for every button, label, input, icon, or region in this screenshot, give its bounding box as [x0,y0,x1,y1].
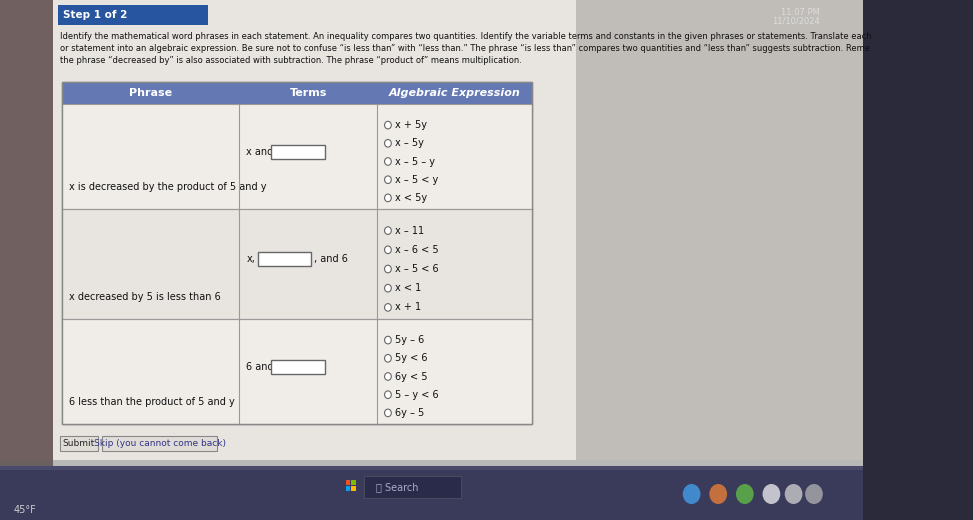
Bar [239,209,377,319]
Circle shape [384,121,391,129]
Bar [271,145,325,159]
Circle shape [805,484,823,504]
Text: x – 6 < 5: x – 6 < 5 [395,245,438,255]
Circle shape [384,284,391,292]
Circle shape [683,484,701,504]
Text: the phrase “decreased by” is also associated with subtraction. The phrase “produ: the phrase “decreased by” is also associ… [60,56,523,65]
Circle shape [384,265,391,273]
Text: 🔍 Search: 🔍 Search [376,482,418,492]
Text: 6 less than the product of 5 and y: 6 less than the product of 5 and y [69,397,234,407]
Text: 5y – 6: 5y – 6 [395,335,424,345]
Bar [351,486,355,491]
Bar [377,104,532,209]
Text: Submit: Submit [63,439,95,448]
Bar [0,466,863,470]
Circle shape [384,158,391,165]
Circle shape [384,176,391,184]
Text: Terms: Terms [289,88,327,98]
Circle shape [384,227,391,235]
Bar [0,0,54,520]
Bar [54,0,576,460]
Text: Identify the mathematical word phrases in each statement. An inequality compares: Identify the mathematical word phrases i… [60,32,872,41]
Bar [62,104,239,209]
Text: Skip (you cannot come back): Skip (you cannot come back) [93,439,226,448]
Text: x,: x, [246,254,255,264]
Text: 11:07 PM: 11:07 PM [781,8,820,17]
Bar [364,476,461,498]
Circle shape [384,304,391,311]
Bar [62,209,239,319]
Circle shape [384,373,391,380]
Circle shape [384,246,391,254]
Text: x + 5y: x + 5y [395,120,426,130]
Text: x is decreased by the product of 5 and y: x is decreased by the product of 5 and y [69,182,267,192]
Text: x – 5 < y: x – 5 < y [395,175,438,185]
Text: x decreased by 5 is less than 6: x decreased by 5 is less than 6 [69,292,221,302]
Circle shape [384,355,391,362]
Bar [0,0,54,460]
Bar [239,104,377,209]
Bar [57,5,208,25]
Bar [62,82,532,104]
Bar [345,486,350,491]
Circle shape [384,336,391,344]
Text: 45°F: 45°F [14,505,36,515]
Text: x and: x and [246,147,273,157]
Bar [62,82,532,424]
Text: x < 5y: x < 5y [395,193,427,203]
Text: x – 5y: x – 5y [395,138,423,148]
Bar [377,209,532,319]
Text: 11/10/2024: 11/10/2024 [773,16,820,25]
Circle shape [709,484,727,504]
Text: , and 6: , and 6 [314,254,347,264]
Text: x – 11: x – 11 [395,226,423,236]
Circle shape [384,409,391,417]
Text: x + 1: x + 1 [395,303,420,313]
Text: 6y < 5: 6y < 5 [395,371,427,382]
Text: 6 and: 6 and [246,361,274,371]
Text: x – 5 < 6: x – 5 < 6 [395,264,438,274]
Bar [271,359,325,373]
Circle shape [763,484,780,504]
Text: Step 1 of 2: Step 1 of 2 [63,10,127,20]
Text: 5y < 6: 5y < 6 [395,353,427,363]
Circle shape [736,484,754,504]
Bar [102,436,217,451]
Bar [576,0,863,460]
Circle shape [384,194,391,202]
Bar [377,319,532,424]
Circle shape [384,139,391,147]
Bar [60,436,97,451]
Bar [351,480,355,485]
Text: x < 1: x < 1 [395,283,421,293]
Bar [62,82,532,424]
Text: Phrase: Phrase [129,88,172,98]
Bar [0,466,863,520]
Text: or statement into an algebraic expression. Be sure not to confuse “is less than”: or statement into an algebraic expressio… [60,44,870,53]
Text: x – 5 – y: x – 5 – y [395,157,435,166]
Text: 5 – y < 6: 5 – y < 6 [395,389,438,400]
Text: Algebraic Expression: Algebraic Expression [388,88,521,98]
Bar [258,252,311,266]
Bar [62,319,239,424]
Circle shape [784,484,803,504]
Bar [345,480,350,485]
Circle shape [384,391,391,398]
Text: 6y – 5: 6y – 5 [395,408,424,418]
Bar [239,319,377,424]
